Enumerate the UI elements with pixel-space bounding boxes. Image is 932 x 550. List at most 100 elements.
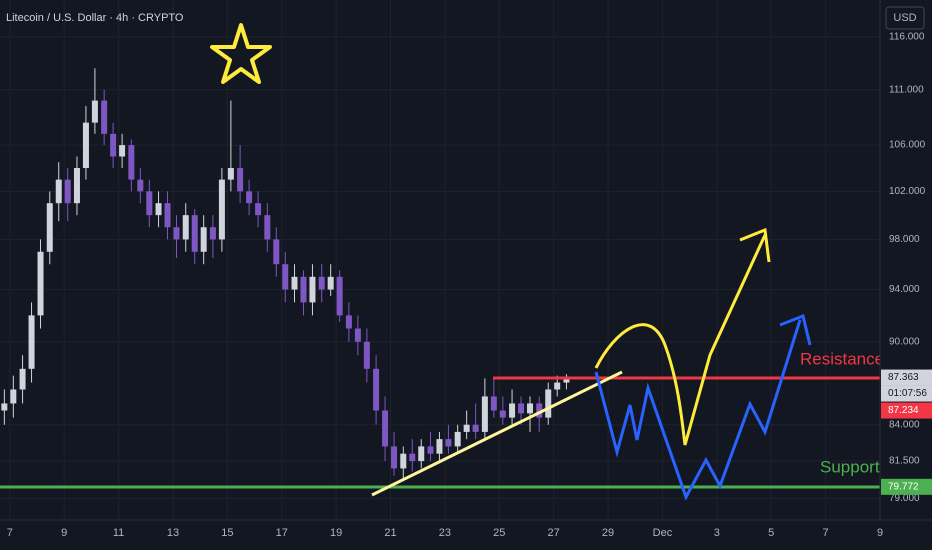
x-tick-label: 3 xyxy=(714,527,720,539)
support-price-tag: 79.772 xyxy=(888,481,919,492)
x-tick-label: 13 xyxy=(167,527,179,539)
currency[interactable]: USD xyxy=(893,12,916,24)
y-tick-label: 116.000 xyxy=(889,31,925,42)
candle-body xyxy=(354,328,361,342)
currency-button[interactable] xyxy=(885,6,925,30)
candle-body xyxy=(137,179,144,192)
bid-price-tag: 87.234 xyxy=(888,405,919,416)
candle-body xyxy=(336,276,343,316)
candle-body xyxy=(327,276,334,290)
candle-body xyxy=(237,168,244,192)
x-tick-label: 25 xyxy=(493,527,505,539)
candle-body xyxy=(255,203,262,216)
y-tick-label: 81.500 xyxy=(889,456,920,467)
candle-body xyxy=(345,315,352,329)
candle-body xyxy=(563,377,570,383)
candle-body xyxy=(146,191,153,216)
candle-body xyxy=(28,315,35,369)
y-tick-label: 79.000 xyxy=(889,493,920,504)
candle-body xyxy=(309,276,316,303)
trend-line xyxy=(371,370,623,497)
bid-price-tag-bg xyxy=(881,402,932,419)
y-tick-label: 111.000 xyxy=(889,84,924,95)
countdown-tag: 01:07:56 xyxy=(888,388,927,399)
candle-body xyxy=(499,410,506,418)
x-tick-label: 17 xyxy=(276,527,288,539)
candle-body xyxy=(101,100,108,134)
candle-body xyxy=(391,446,398,469)
candle-body xyxy=(427,446,434,454)
candle-body xyxy=(82,122,89,169)
candle-body xyxy=(436,439,443,454)
last-price-tag-bg xyxy=(881,369,932,386)
candle-body xyxy=(110,133,117,157)
x-tick-label: 5 xyxy=(768,527,774,539)
candle-body xyxy=(409,453,416,462)
candle-body xyxy=(518,403,525,414)
blue-arrowhead xyxy=(779,313,812,346)
candle-body xyxy=(246,191,253,204)
candle-body xyxy=(155,203,162,216)
candle-body xyxy=(373,368,380,411)
candle-body xyxy=(318,276,325,290)
y-tick-label: 106.000 xyxy=(889,140,926,151)
x-tick-label: Dec xyxy=(653,527,673,539)
candle-body xyxy=(91,100,98,123)
y-tick-label: 98.000 xyxy=(889,234,920,245)
candle-body xyxy=(445,439,452,447)
candle-body xyxy=(46,203,53,252)
x-tick-label: 7 xyxy=(7,527,13,539)
yellow-path xyxy=(594,234,767,446)
y-tick-label: 90.000 xyxy=(889,336,920,347)
candle-body xyxy=(536,403,543,418)
candle-body xyxy=(55,179,62,204)
candle-body xyxy=(119,145,126,157)
candle-body xyxy=(291,276,298,290)
star xyxy=(210,23,272,84)
candle-body xyxy=(227,168,234,180)
candle-body xyxy=(1,403,8,411)
candle-body xyxy=(282,264,289,290)
support-label: Support xyxy=(820,457,880,476)
countdown-tag-bg xyxy=(881,385,932,402)
candle-body xyxy=(173,227,180,240)
candle-body xyxy=(273,239,280,265)
y-tick-label: 102.000 xyxy=(889,186,926,197)
candle-body xyxy=(64,179,71,204)
blue-path xyxy=(594,319,802,501)
candle-body xyxy=(418,446,425,462)
x-tick-label: 29 xyxy=(602,527,614,539)
candle-body xyxy=(164,203,171,228)
candle-body xyxy=(400,453,407,469)
candle-body xyxy=(300,276,307,303)
x-tick-label: 11 xyxy=(113,527,124,539)
candle-body xyxy=(554,382,561,390)
candle-body xyxy=(264,215,271,240)
candle-body xyxy=(182,215,189,240)
chart-title: Litecoin / U.S. Dollar · 4h · CRYPTO xyxy=(6,12,184,24)
candle-body xyxy=(19,368,26,390)
candle-body xyxy=(545,389,552,418)
x-tick-label: 21 xyxy=(384,527,396,539)
candle-body xyxy=(209,227,216,240)
candle-body xyxy=(200,227,207,252)
candle-body xyxy=(463,424,470,432)
candle-body xyxy=(509,403,516,418)
support-price-tag-bg xyxy=(881,478,932,495)
candle-body xyxy=(472,424,479,432)
last-price-tag: 87.363 xyxy=(888,372,919,383)
resistance-label: Resistance xyxy=(800,349,884,368)
y-tick-label: 94.000 xyxy=(889,284,920,295)
price-axis xyxy=(880,0,932,550)
candle-body xyxy=(481,396,488,432)
candle-body xyxy=(10,389,17,404)
x-tick-label: 27 xyxy=(548,527,560,539)
candle-body xyxy=(191,215,198,252)
candle-body xyxy=(363,341,370,369)
x-tick-label: 9 xyxy=(877,527,883,539)
candle-body xyxy=(490,396,497,411)
yellow-arrowhead xyxy=(739,227,771,263)
candle-body xyxy=(218,179,225,240)
